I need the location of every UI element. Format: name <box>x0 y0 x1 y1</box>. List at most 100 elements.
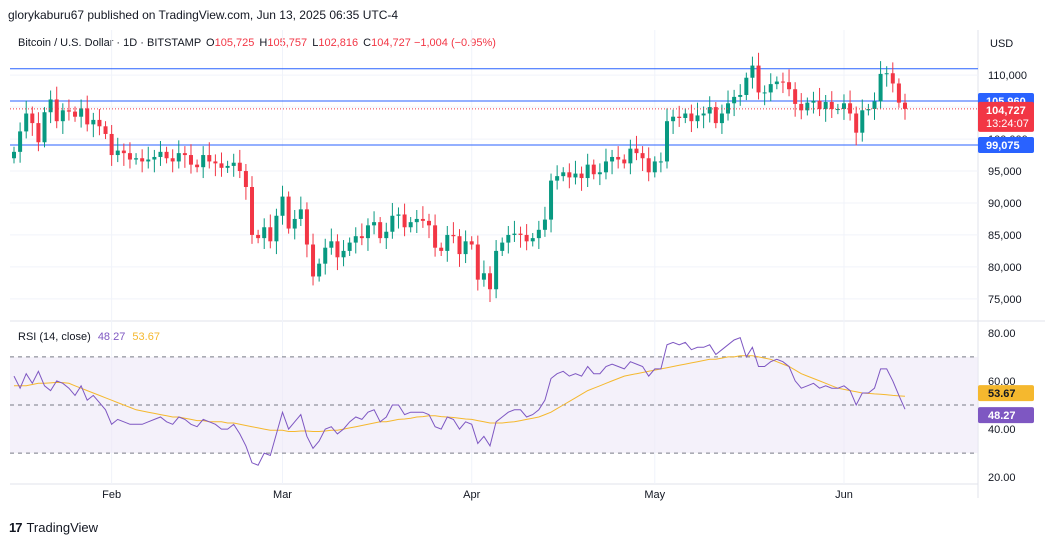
candle-body <box>152 156 157 160</box>
candle-body <box>73 111 78 117</box>
level-label-99075: 99,075 <box>986 140 1020 152</box>
candle-body <box>317 263 322 277</box>
price-tick-label: 75,000 <box>988 294 1022 306</box>
candle-body <box>213 161 218 164</box>
candle-body <box>610 156 615 162</box>
candle-body <box>817 100 822 110</box>
rsi-tick-label: 20.00 <box>988 472 1016 484</box>
rsi-title[interactable]: RSI (14, close) <box>18 331 91 343</box>
candle-body <box>506 234 511 243</box>
rsi-ma-axis-label: 53.67 <box>988 388 1016 400</box>
candle-body <box>219 163 224 168</box>
candle-body <box>79 108 84 117</box>
candle-body <box>54 99 59 122</box>
price-tick-label: 80,000 <box>988 262 1022 274</box>
candle-body <box>182 153 187 156</box>
candle-body <box>335 241 340 258</box>
candle-body <box>603 161 608 173</box>
candle-body <box>390 215 395 232</box>
candle-body <box>652 161 657 173</box>
candle-body <box>372 222 377 226</box>
candle-body <box>634 148 639 154</box>
candle-body <box>640 153 645 159</box>
candle-body <box>829 102 834 110</box>
candle-body <box>48 99 53 113</box>
candle-body <box>201 155 206 168</box>
candle-body <box>890 73 895 84</box>
candle-body <box>658 161 663 163</box>
symbol-name[interactable]: Bitcoin / U.S. Dollar · 1D · BITSTAMP <box>18 37 201 49</box>
candle-body <box>671 116 676 122</box>
candle-body <box>823 102 828 110</box>
candle-body <box>579 173 584 179</box>
candle-body <box>231 162 236 166</box>
candle-body <box>811 100 816 103</box>
candle-body <box>646 158 651 173</box>
footer-brand[interactable]: 17 TradingView <box>9 520 98 535</box>
candle-body <box>341 250 346 258</box>
candle-body <box>469 241 474 245</box>
candle-body <box>268 227 273 242</box>
candle-body <box>66 110 71 112</box>
candle-body <box>134 158 139 160</box>
price-tick-label: 110,000 <box>988 70 1027 82</box>
candle-body <box>323 247 328 264</box>
candle-body <box>597 172 602 175</box>
candle-body <box>542 219 547 230</box>
candle-body <box>439 247 444 251</box>
candle-body <box>158 151 163 157</box>
publisher-line: glorykaburu67 published on TradingView.c… <box>8 8 399 22</box>
candle-body <box>518 233 523 235</box>
rsi-tick-label: 60.00 <box>988 376 1016 388</box>
candle-body <box>762 92 767 94</box>
candle-body <box>591 164 596 175</box>
candle-body <box>109 133 114 156</box>
candle-body <box>585 164 590 179</box>
candle-body <box>561 172 566 177</box>
candle-body <box>768 84 773 93</box>
candle-body <box>24 113 29 132</box>
candle-body <box>841 103 846 110</box>
candle-body <box>176 153 181 162</box>
candle-body <box>805 102 810 111</box>
high-label: H <box>259 37 268 49</box>
candle-body <box>677 116 682 118</box>
candle-body <box>787 82 792 90</box>
candle-body <box>536 229 541 239</box>
candle-body <box>689 113 694 122</box>
price-tick-label: 90,000 <box>988 198 1022 210</box>
candle-body <box>420 218 425 221</box>
candle-body <box>408 222 413 228</box>
last-price-box <box>978 101 1034 132</box>
candle-body <box>396 214 401 216</box>
close-label: C <box>363 37 372 49</box>
candle-body <box>207 155 212 162</box>
price-tick-label: 95,000 <box>988 166 1022 178</box>
close-value: 104,727 <box>371 37 411 49</box>
price-legend: Bitcoin / U.S. Dollar · 1D · BITSTAMP O1… <box>18 37 496 49</box>
currency-label[interactable]: USD <box>990 38 1014 50</box>
low-value: 102,816 <box>318 37 359 49</box>
candle-body <box>744 77 749 95</box>
candle-body <box>451 234 456 237</box>
candle-body <box>567 172 572 178</box>
candle-body <box>713 107 718 124</box>
candle-body <box>573 173 578 178</box>
rsi-axis-label-box <box>978 407 1034 424</box>
candle-body <box>30 113 35 124</box>
rsi-axis-label: 48.27 <box>988 410 1016 422</box>
time-tick-label: May <box>644 489 665 501</box>
candle-body <box>872 101 877 110</box>
candle-body <box>292 218 297 229</box>
tradingview-logo-icon: 17 <box>9 520 23 535</box>
candle-body <box>707 107 712 114</box>
candle-body <box>555 176 560 181</box>
candle-body <box>433 225 438 248</box>
candle-body <box>262 227 267 239</box>
candle-body <box>500 242 505 251</box>
candle-body <box>311 244 316 277</box>
candle-body <box>237 162 242 172</box>
candle-body <box>475 244 480 280</box>
candle-body <box>60 110 65 122</box>
